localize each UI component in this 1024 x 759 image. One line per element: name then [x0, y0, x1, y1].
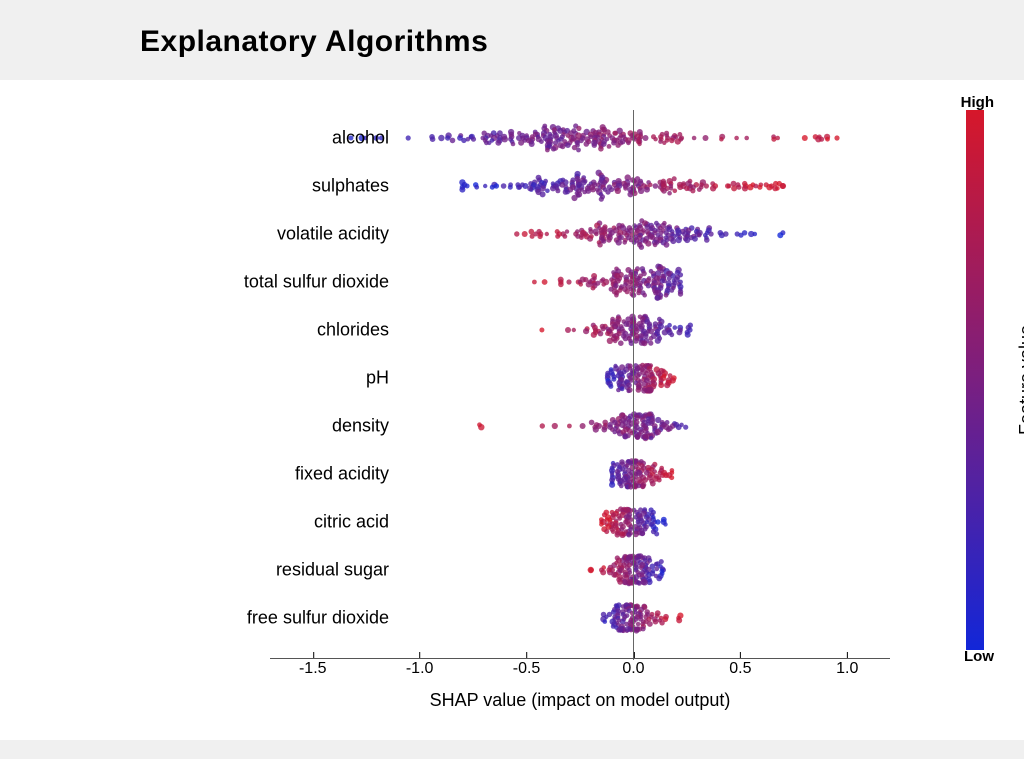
page-title: Explanatory Algorithms [140, 25, 488, 59]
x-tick: -0.5 [513, 660, 541, 678]
colorbar-high-label: High [961, 94, 994, 111]
shap-summary-chart: alcohol sulphates volatile acidity total su… [0, 80, 1024, 740]
x-tick: 0.5 [729, 660, 751, 678]
y-label: pH [139, 368, 389, 389]
y-label: free sulfur dioxide [139, 608, 389, 629]
y-label: sulphates [139, 176, 389, 197]
y-label: fixed acidity [139, 464, 389, 485]
colorbar-title: Feature value [1016, 325, 1024, 435]
x-tick: 1.0 [836, 660, 858, 678]
y-label: citric acid [139, 512, 389, 533]
y-label: density [139, 416, 389, 437]
colorbar-low-label: Low [964, 648, 994, 665]
x-tick: -1.5 [299, 660, 327, 678]
y-label: total sulfur dioxide [139, 272, 389, 293]
y-label: chlorides [139, 320, 389, 341]
y-label: residual sugar [139, 560, 389, 581]
zero-line [633, 110, 634, 660]
y-label: volatile acidity [139, 224, 389, 245]
x-tick: 0.0 [622, 660, 644, 678]
x-axis-title: SHAP value (impact on model output) [270, 690, 890, 711]
x-tick: -1.0 [406, 660, 434, 678]
x-axis-line [270, 658, 890, 659]
colorbar [966, 110, 984, 650]
y-label: alcohol [139, 128, 389, 149]
